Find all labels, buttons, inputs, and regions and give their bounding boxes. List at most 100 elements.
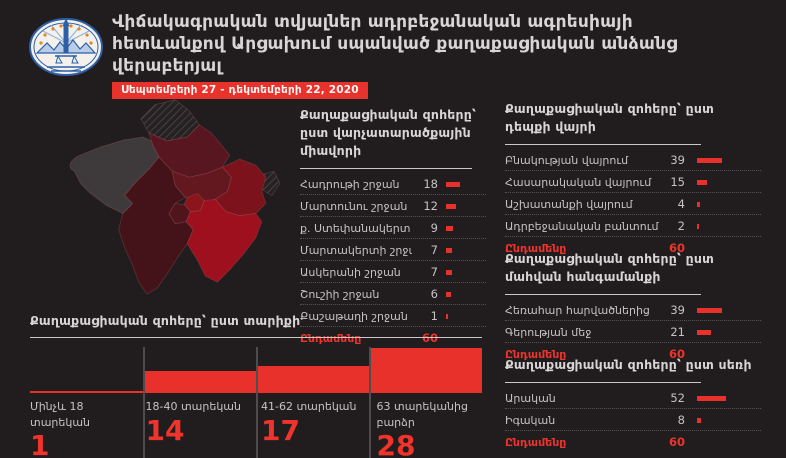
section-divider: [30, 337, 482, 339]
stat-label: Ընդամենը: [505, 435, 567, 449]
stat-label: Հասարակական վայրում: [505, 175, 652, 189]
stat-value: 39: [670, 153, 685, 168]
stat-label: Ընդամենը: [505, 241, 567, 255]
stat-row: Արական 52: [505, 387, 761, 410]
stat-value: 9: [430, 221, 438, 236]
stat-bar-track: [685, 395, 761, 401]
stat-bar-track: [438, 313, 486, 319]
stat-value: 7: [430, 243, 438, 258]
stat-bar: [697, 201, 700, 207]
age-labels: Մինչև 18 տարեկան 1 18-40 տարեկան 14 41-62 տա…: [30, 393, 482, 458]
stat-label: Հեռահար հարվածներից: [505, 303, 650, 317]
section-divider: [300, 168, 472, 170]
ombudsman-emblem-logo: [27, 9, 105, 85]
stat-value: 1: [430, 309, 438, 324]
age-bar: [30, 391, 143, 394]
stat-label: Քաշաթաղի շրջան: [300, 309, 408, 323]
age-bin-label: 63 տարեկանից բարձր: [376, 400, 468, 429]
stat-label: Ասկերանի շրջան: [300, 265, 401, 279]
stat-bar: [446, 247, 452, 253]
stat-label: Գերության մեջ: [505, 325, 592, 339]
section-title: Քաղաքացիական զոհերը՝ ըստ դեպքի վայրի: [505, 101, 714, 135]
stat-label: Մարտունու շրջան: [300, 199, 408, 213]
stat-label: Մարտակերտի շրջան: [300, 243, 412, 257]
stat-label: Իգական: [505, 413, 556, 427]
stat-total-row: Ընդամենը 60: [505, 237, 761, 258]
stat-row: Մարտակերտի շրջան 7: [300, 239, 486, 262]
stat-bar: [446, 269, 452, 275]
section-by-gender: Քաղաքացիական զոհերը՝ ըստ սեռի Արական 52 Իգ…: [505, 356, 761, 452]
age-bin: 18-40 տարեկան 14: [136, 393, 252, 458]
age-bar-segment: [143, 371, 256, 394]
age-bin-value: 1: [30, 428, 50, 458]
map-region-shushi: [168, 203, 191, 225]
stat-bar-track: [685, 179, 761, 185]
age-bar-segment: [256, 366, 369, 394]
stat-bar: [697, 223, 699, 229]
age-bars: [30, 347, 482, 394]
stat-bar: [697, 329, 711, 335]
map-icon: [69, 99, 281, 295]
stat-rows: Արական 52 Իգական 8 Ընդամենը 60: [505, 387, 761, 452]
stat-value: 21: [670, 325, 685, 340]
age-bin-label: 18-40 տարեկան: [145, 400, 242, 414]
stat-bar-track: [438, 291, 486, 297]
stat-value: 52: [670, 391, 685, 406]
stat-value: 60: [668, 241, 685, 256]
stat-row: Բնակության վայրում 39: [505, 149, 761, 172]
section-by-circumstance: Քաղաքացիական զոհերը՝ ըստ մահվան հանգաման…: [505, 250, 761, 364]
section-by-age: Քաղաքացիական զոհերը՝ ըստ տարիքի Մինչև 18…: [30, 312, 482, 458]
stat-row: Հեռահար հարվածներից 39: [505, 299, 761, 322]
stat-bar: [446, 203, 456, 209]
stat-bar: [697, 157, 722, 163]
stat-row: Մարտունու շրջան 12: [300, 195, 486, 218]
stat-bar-track: [685, 223, 761, 229]
section-by-region: Քաղաքացիական զոհերը՝ ըստ վարչատարածքային…: [300, 106, 486, 348]
stat-label: Շուշիի շրջան: [300, 287, 380, 301]
stat-bar-track: [685, 417, 761, 423]
stat-row: Աշխատանքի վայրում 4: [505, 193, 761, 216]
stat-bar-track: [438, 247, 486, 253]
age-step-chart: Մինչև 18 տարեկան 1 18-40 տարեկան 14 41-62 տա…: [30, 347, 482, 458]
age-bar: [256, 366, 369, 394]
age-bin-value: 28: [376, 428, 416, 458]
page-title: Վիճակագրական տվյալներ ադրբեջանական ագրես…: [112, 12, 678, 77]
section-divider: [505, 144, 701, 146]
stat-total-row: Ընդամենը 60: [505, 343, 761, 364]
stat-rows: Հադրութի շրջան 18 Մարտունու շրջան 12 ք. Ստեփ…: [300, 173, 486, 348]
age-bin-value: 17: [261, 413, 300, 447]
stat-bar-track: [438, 181, 486, 187]
stat-row: Իգական 8: [505, 409, 761, 432]
stat-bar-track: [685, 201, 761, 207]
stat-row: Ասկերանի շրջան 7: [300, 261, 486, 284]
age-bin-label: 41-62 տարեկան: [261, 400, 357, 414]
stat-bar: [697, 417, 701, 423]
stat-value: 60: [668, 347, 685, 362]
stat-total-row: Ընդամենը 60: [300, 327, 486, 348]
stat-bar: [446, 291, 451, 297]
stat-value: 8: [677, 413, 685, 428]
stat-row: Ադրբեջանական բանտում 2: [505, 215, 761, 238]
stat-rows: Բնակության վայրում 39 Հասարակական վայրում 1…: [505, 149, 761, 258]
stat-label: Ընդամենը: [300, 331, 362, 345]
stat-value: 6: [430, 287, 438, 302]
stat-label: Արական: [505, 391, 556, 405]
stat-bar-track: [685, 157, 761, 163]
stat-row: Շուշիի շրջան 6: [300, 283, 486, 306]
section-divider: [505, 382, 701, 384]
age-divider-line: [143, 347, 145, 458]
stat-label: Ադրբեջանական բանտում: [505, 219, 659, 233]
stat-value: 7: [430, 265, 438, 280]
section-divider: [505, 294, 701, 296]
stat-bar: [697, 307, 722, 313]
stat-value: 60: [668, 435, 685, 450]
stat-bar-track: [685, 329, 761, 335]
age-divider-line: [256, 347, 258, 458]
stat-rows: Հեռահար հարվածներից 39 Գերության մեջ 21 Ընդա…: [505, 299, 761, 364]
header: Վիճակագրական տվյալներ ադրբեջանական ագրես…: [112, 11, 712, 100]
age-bar: [369, 348, 482, 394]
stat-label: Հադրութի շրջան: [300, 177, 400, 191]
stat-label: Ընդամենը: [505, 347, 567, 361]
stat-bar: [697, 395, 726, 401]
stat-row: ք. Ստեփանակերտ 9: [300, 217, 486, 240]
